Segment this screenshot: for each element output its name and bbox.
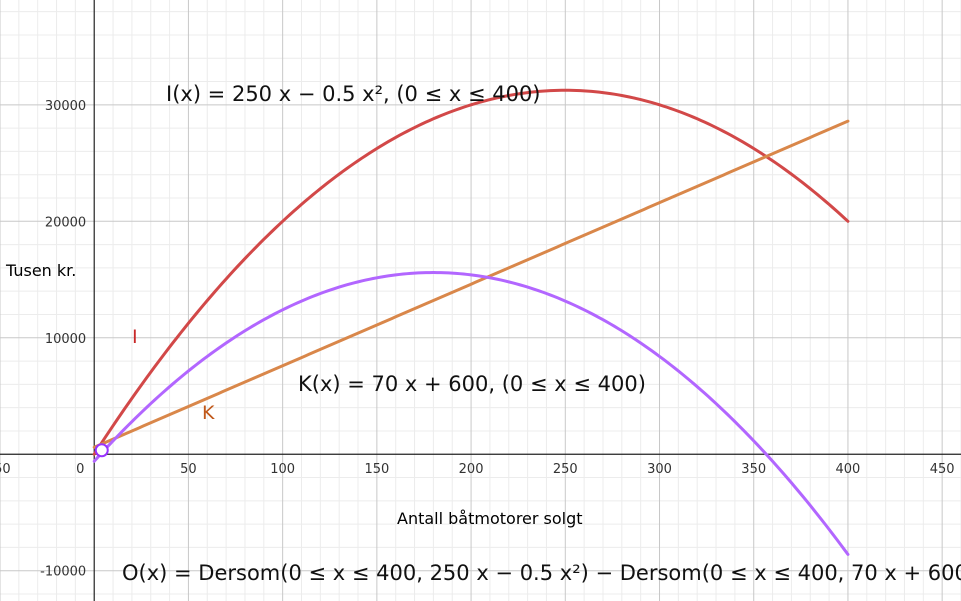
x-tick-label: 250 (553, 462, 578, 477)
x-tick-label: 350 (741, 462, 766, 477)
x-tick-label: 150 (364, 462, 389, 477)
curve-label-K[interactable]: K (202, 402, 215, 424)
curve-label-I[interactable]: I (132, 326, 138, 348)
curve-K[interactable] (92, 119, 850, 449)
x-tick-label: 450 (930, 462, 955, 477)
x-tick-label: 300 (647, 462, 672, 477)
x-tick-label: 200 (459, 462, 484, 477)
y-tick-label: 10000 (45, 332, 86, 347)
point-marker[interactable] (94, 443, 109, 458)
function-curves[interactable] (92, 88, 850, 556)
x-tick-label: 400 (836, 462, 861, 477)
curve-I[interactable] (92, 88, 850, 456)
x-tick-label: 50 (180, 462, 197, 477)
x-tick-label: 0 (76, 462, 84, 477)
curve-O[interactable] (92, 271, 850, 556)
formula-I: I(x) = 250 x − 0.5 x², (0 ≤ x ≤ 400) (166, 82, 541, 106)
y-tick-label: 20000 (45, 215, 86, 230)
y-tick-label: 30000 (45, 99, 86, 114)
x-tick-label: -50 (0, 462, 11, 477)
y-tick-label: -10000 (40, 565, 86, 580)
formula-K: K(x) = 70 x + 600, (0 ≤ x ≤ 400) (298, 372, 646, 396)
x-axis-label: Antall båtmotorer solgt (397, 509, 583, 528)
origin-point-marker[interactable] (94, 443, 109, 458)
tick-labels: -50 0 50 100 150 200 250 300 350 400 450 -10000 1000… (0, 99, 955, 580)
y-axis-label: Tusen kr. (5, 261, 76, 280)
x-tick-label: 100 (270, 462, 295, 477)
formula-O: O(x) = Dersom(0 ≤ x ≤ 400, 250 x − 0.5 x… (122, 561, 961, 585)
